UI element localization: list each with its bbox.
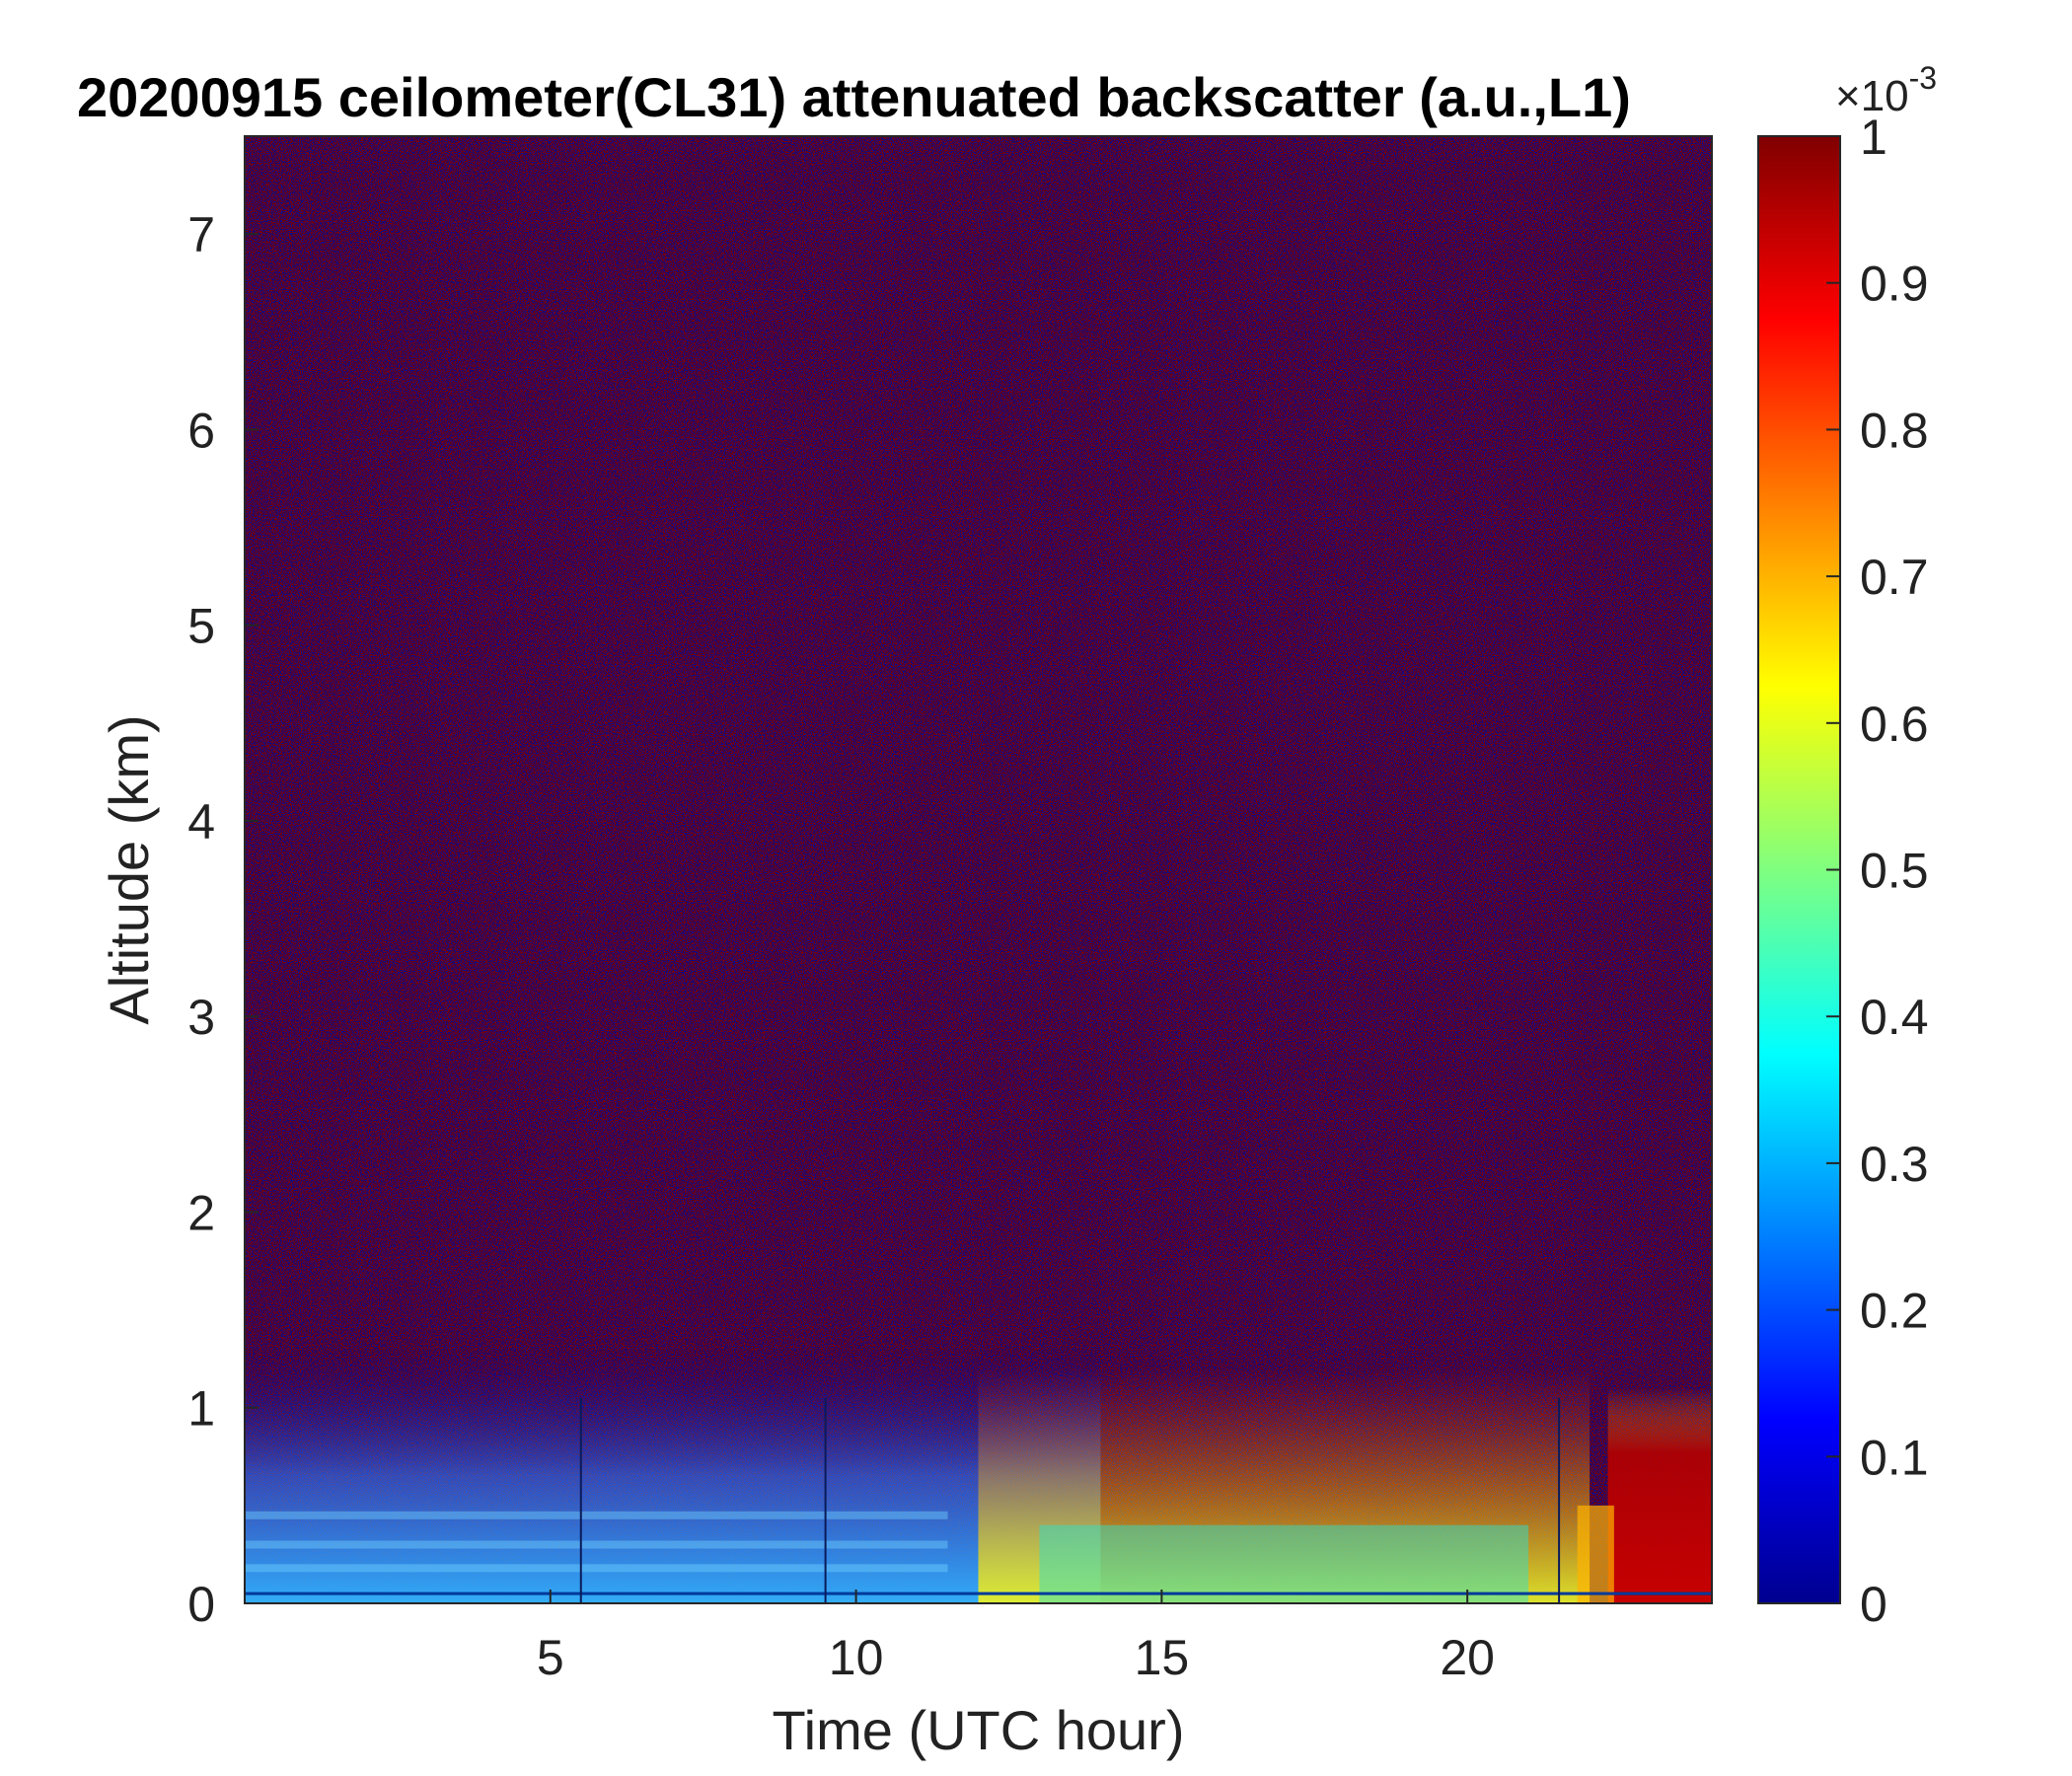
- colorbar-tick-label: 0.3: [1860, 1137, 1929, 1192]
- x-tick-label: 15: [1135, 1630, 1190, 1685]
- y-axis-ticks: 0 1 2 3 4 5 6 7: [187, 207, 259, 1632]
- colorbar-tick-label: 0.5: [1860, 844, 1929, 899]
- colorbar-tick-label: 1: [1860, 110, 1887, 165]
- x-axis-ticks: 5 10 15 20: [537, 1590, 1495, 1685]
- chart-title: 20200915 ceilometer(CL31) attenuated bac…: [77, 66, 1631, 128]
- x-axis-label: Time (UTC hour): [773, 1699, 1185, 1761]
- feature-cool-boundary-layer: [245, 1349, 1101, 1603]
- feature-hot-edge: [1577, 1505, 1614, 1603]
- x-tick-label: 5: [537, 1630, 564, 1685]
- plot-frame: [244, 135, 1713, 1604]
- x-tick-label: 20: [1440, 1630, 1495, 1685]
- y-tick-label: 0: [187, 1577, 215, 1632]
- feature-cool-stripe-0: [245, 1564, 948, 1573]
- x-tick-label: 10: [829, 1630, 884, 1685]
- colorbar-multiplier: ×10-3: [1835, 60, 1937, 120]
- feature-hot-layer: [1607, 1387, 1712, 1603]
- feature-cool-fill: [245, 1349, 1101, 1603]
- y-tick-label: 1: [187, 1381, 215, 1437]
- y-tick-label: 3: [187, 990, 215, 1045]
- colorbar-ticks: 0 0.1 0.2 0.3 0.4 0.5 0.6 0.7 0.8 0.9 1: [1826, 110, 1929, 1632]
- colorbar-tick-label: 0.7: [1860, 550, 1929, 605]
- heatmap-plot-area: [245, 136, 1712, 1603]
- colorbar-tick-label: 0.4: [1860, 990, 1929, 1045]
- feature-cool-stripe-2: [245, 1511, 948, 1519]
- y-axis-label: Altitude (km): [98, 714, 160, 1024]
- y-tick-label: 6: [187, 403, 215, 458]
- y-tick-label: 4: [187, 794, 215, 850]
- heatmap-features: [245, 1349, 1712, 1603]
- colorbar-tick-label: 0.6: [1860, 697, 1929, 752]
- colorbar-tick-label: 0.8: [1860, 403, 1929, 458]
- colorbar-tick-label: 0.2: [1860, 1284, 1929, 1339]
- colorbar-tick-label: 0.9: [1860, 257, 1929, 312]
- colorbar-tick-label: 0.1: [1860, 1430, 1929, 1485]
- y-tick-label: 5: [187, 599, 215, 654]
- feature-warm-base: [1039, 1524, 1529, 1603]
- feature-cool-stripe-1: [245, 1540, 948, 1549]
- colorbar-tick-label: 0: [1860, 1577, 1887, 1632]
- y-tick-label: 7: [187, 207, 215, 262]
- y-tick-label: 2: [187, 1185, 215, 1240]
